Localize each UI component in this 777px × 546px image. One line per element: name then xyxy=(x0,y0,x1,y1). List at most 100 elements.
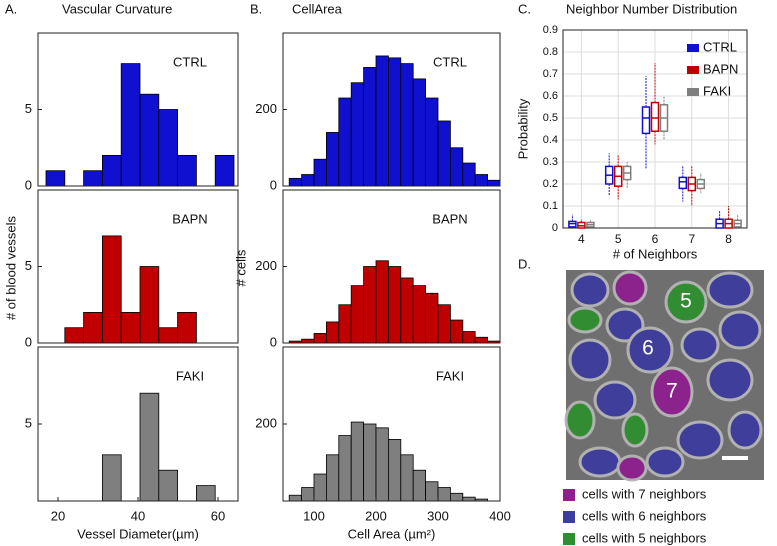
subplot-label: BAPN xyxy=(172,211,207,226)
legend-label: BAPN xyxy=(703,61,738,76)
histogram-bar xyxy=(301,174,315,187)
legend-label: cells with 7 neighbors xyxy=(582,486,707,501)
histogram-bar xyxy=(139,93,160,187)
subplot-label: FAKI xyxy=(176,368,204,383)
subplot-frame xyxy=(37,32,239,187)
y-tick-label: 0 xyxy=(25,334,32,349)
histogram-bar xyxy=(375,427,389,502)
y-tick-label: 0.5 xyxy=(543,112,558,124)
y-tick-label: 0.7 xyxy=(543,68,558,80)
y-tick-label: 0.8 xyxy=(543,46,558,58)
y-tick-label: 0.1 xyxy=(543,200,558,212)
legend-label: FAKI xyxy=(703,83,731,98)
cell xyxy=(664,280,708,324)
cell xyxy=(621,412,649,448)
cell xyxy=(570,272,610,308)
subplot-frame xyxy=(282,32,501,187)
cell xyxy=(676,420,724,460)
histogram-bar xyxy=(325,321,340,344)
panel-label: C. xyxy=(518,1,531,16)
subplot-frame xyxy=(37,189,239,344)
x-tick-label: 6 xyxy=(652,232,659,246)
histogram-bar xyxy=(325,454,340,502)
histogram-bar xyxy=(338,304,352,344)
histogram-bar xyxy=(313,158,327,187)
chart-title: CellArea xyxy=(292,1,343,16)
subplot-frame xyxy=(282,346,501,502)
x-tick-label: 60 xyxy=(211,508,225,523)
y-axis-title: Probability xyxy=(515,98,530,159)
histogram-bar xyxy=(437,487,451,502)
histogram-bar xyxy=(412,469,427,502)
histogram-bar xyxy=(102,235,122,344)
histogram-bar xyxy=(400,277,414,344)
chart-title: Vascular Curvature xyxy=(62,1,172,16)
x-tick-label: 200 xyxy=(365,508,387,523)
x-tick-label: 7 xyxy=(688,232,695,246)
cell xyxy=(568,338,612,382)
legend-label: cells with 5 neighbors xyxy=(582,530,707,545)
x-axis-title: # of Neighbors xyxy=(613,246,698,261)
histogram-bar xyxy=(437,304,451,344)
histogram-bar xyxy=(158,109,179,187)
box xyxy=(641,106,651,135)
y-tick-label: 0 xyxy=(270,334,277,349)
histogram-bar xyxy=(83,311,103,344)
histogram-bar xyxy=(437,120,451,187)
histogram-bar xyxy=(313,333,327,344)
histogram-bar xyxy=(120,63,141,187)
subplot-label: BAPN xyxy=(432,211,467,226)
legend-swatch xyxy=(563,533,575,545)
subplot-label: FAKI xyxy=(436,368,464,383)
histogram-bar xyxy=(64,327,85,344)
cell-label: 7 xyxy=(666,380,678,403)
histogram-bar xyxy=(120,311,141,344)
cell xyxy=(706,358,754,402)
y-tick-label: 200 xyxy=(255,415,277,430)
x-tick-label: 300 xyxy=(427,508,449,523)
histogram-bar xyxy=(45,170,66,187)
histogram-bar xyxy=(387,57,402,187)
histogram-bar xyxy=(102,454,122,502)
histogram-bar xyxy=(425,292,439,344)
panel-label: A. xyxy=(5,1,17,16)
x-axis-title: Cell Area (µm²) xyxy=(348,526,436,541)
cell xyxy=(626,326,674,374)
panel-label: B. xyxy=(250,1,262,16)
legend-swatch xyxy=(687,44,699,52)
cell xyxy=(706,271,754,309)
x-tick-label: 5 xyxy=(615,232,622,246)
histogram-bar xyxy=(350,421,365,502)
x-tick-label: 8 xyxy=(725,232,732,246)
x-tick-label: 100 xyxy=(303,508,325,523)
cell xyxy=(612,270,648,306)
histogram-bar xyxy=(449,492,464,502)
chart-title: Neighbor Number Distribution xyxy=(566,1,737,16)
box xyxy=(650,101,660,132)
histogram-bar xyxy=(214,154,235,187)
histogram-bar xyxy=(425,481,439,502)
histogram-bar xyxy=(462,331,476,344)
y-axis-title: # of blood vessels xyxy=(3,215,18,320)
histogram-bar xyxy=(462,162,476,187)
legend-label: CTRL xyxy=(703,39,737,54)
histogram-bar xyxy=(449,147,464,187)
histogram-bar xyxy=(474,336,489,344)
x-tick-label: 20 xyxy=(51,508,65,523)
histogram-bar xyxy=(102,154,122,187)
histogram-bar xyxy=(449,319,464,344)
cell xyxy=(645,446,685,478)
micrograph: 5 6 7 xyxy=(564,270,764,482)
histogram-bar xyxy=(338,97,352,187)
cell xyxy=(578,446,622,478)
cell-label: 6 xyxy=(642,337,654,360)
histogram-bar xyxy=(313,473,327,502)
y-tick-label: 0.2 xyxy=(543,178,558,190)
histogram-bar xyxy=(363,67,377,187)
histogram-bar xyxy=(177,311,197,344)
y-tick-label: 0.6 xyxy=(543,90,558,102)
y-tick-label: 0 xyxy=(25,177,32,192)
legend-swatch xyxy=(687,88,699,96)
histogram-bar xyxy=(350,82,365,187)
